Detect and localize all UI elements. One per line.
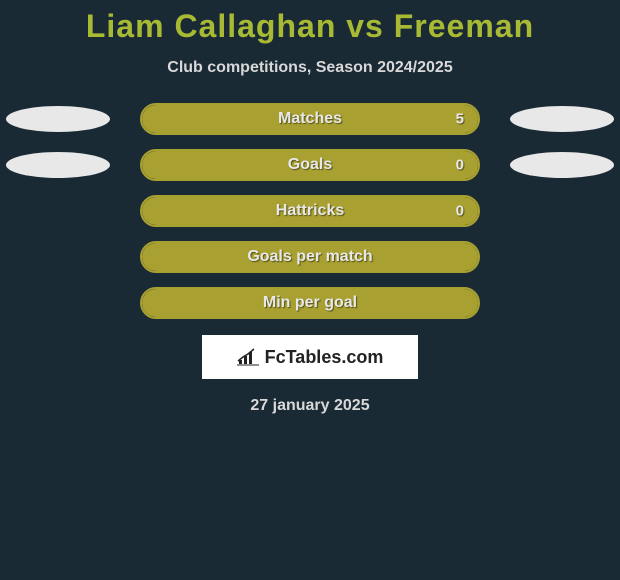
chart-icon	[237, 348, 259, 366]
stat-label: Matches	[278, 110, 342, 128]
stats-area: Matches 5 Goals 0 Hattricks 0 Goals per match M…	[0, 103, 620, 319]
stat-label: Goals	[288, 156, 332, 174]
page-subtitle: Club competitions, Season 2024/2025	[0, 59, 620, 77]
stat-bar: Goals per match	[140, 241, 480, 273]
left-bubble	[6, 290, 110, 316]
right-bubble	[510, 290, 614, 316]
logo-text: FcTables.com	[265, 347, 384, 368]
stat-bar: Goals 0	[140, 149, 480, 181]
page-title: Liam Callaghan vs Freeman	[0, 8, 620, 45]
stat-row: Goals 0	[0, 149, 620, 181]
left-bubble	[6, 152, 110, 178]
stat-label: Min per goal	[263, 294, 357, 312]
left-bubble	[6, 198, 110, 224]
stat-value: 0	[456, 203, 464, 220]
stat-row: Hattricks 0	[0, 195, 620, 227]
date-label: 27 january 2025	[0, 397, 620, 415]
stat-row: Min per goal	[0, 287, 620, 319]
left-bubble	[6, 244, 110, 270]
right-bubble	[510, 152, 614, 178]
right-bubble	[510, 198, 614, 224]
stat-label: Goals per match	[247, 248, 372, 266]
comparison-container: Liam Callaghan vs Freeman Club competiti…	[0, 0, 620, 415]
stat-value: 0	[456, 157, 464, 174]
stat-value: 5	[456, 111, 464, 128]
stat-row: Goals per match	[0, 241, 620, 273]
stat-bar: Matches 5	[140, 103, 480, 135]
logo-box[interactable]: FcTables.com	[202, 335, 418, 379]
stat-label: Hattricks	[276, 202, 344, 220]
right-bubble	[510, 244, 614, 270]
stat-bar: Hattricks 0	[140, 195, 480, 227]
left-bubble	[6, 106, 110, 132]
stat-row: Matches 5	[0, 103, 620, 135]
right-bubble	[510, 106, 614, 132]
stat-bar: Min per goal	[140, 287, 480, 319]
